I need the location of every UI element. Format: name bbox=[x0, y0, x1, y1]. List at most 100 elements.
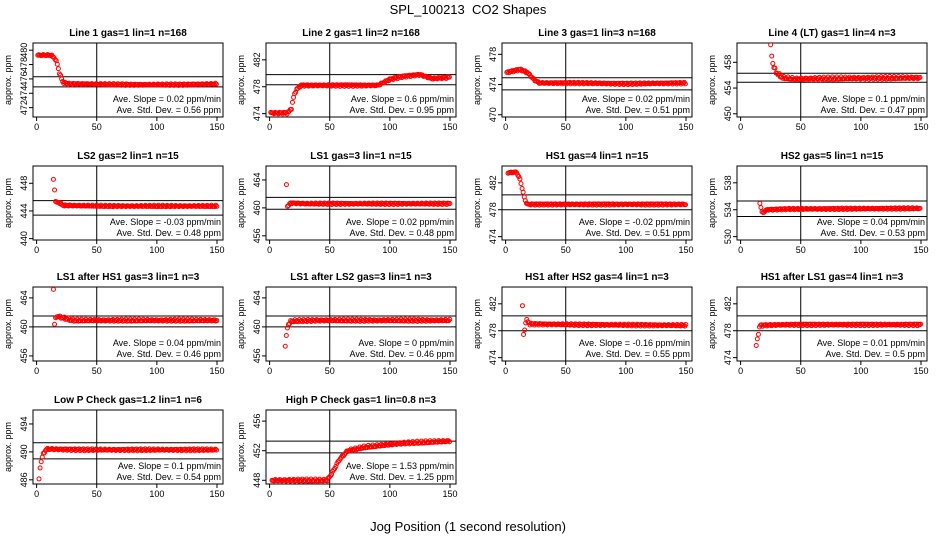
y-tick-label: 476 bbox=[19, 71, 29, 86]
std-dev-annotation: Ave. Std. Dev. = 0.51 ppm bbox=[586, 228, 690, 238]
data-point bbox=[447, 439, 453, 445]
data-point bbox=[52, 321, 58, 327]
slope-annotation: Ave. Slope = 1.53 ppm/min bbox=[346, 461, 454, 471]
slope-annotation: Ave. Slope = 0.6 ppm/min bbox=[351, 94, 454, 104]
subplot-title: Line 1 gas=1 lin=1 n=168 bbox=[69, 28, 187, 39]
data-point bbox=[505, 69, 511, 75]
x-tick-label: 0 bbox=[267, 366, 272, 376]
std-dev-annotation: Ave. Std. Dev. = 0.55 ppm bbox=[586, 349, 690, 359]
y-axis-label: approx. ppm bbox=[236, 178, 246, 228]
plot-frame bbox=[736, 165, 928, 241]
x-tick-label: 150 bbox=[442, 245, 457, 255]
data-series bbox=[753, 321, 924, 349]
data-point bbox=[757, 200, 763, 206]
x-tick-label: 50 bbox=[325, 245, 335, 255]
data-point bbox=[769, 53, 775, 59]
slope-annotation: Ave. Slope = 0 ppm/min bbox=[358, 338, 454, 348]
data-point bbox=[917, 205, 923, 211]
slope-annotation: Ave. Slope = -0.02 ppm/min bbox=[579, 217, 690, 227]
data-point bbox=[59, 76, 65, 82]
x-tick-label: 150 bbox=[442, 489, 457, 499]
y-axis-label: approx. ppm bbox=[707, 299, 717, 349]
data-point bbox=[447, 316, 453, 322]
data-point bbox=[768, 43, 774, 48]
slope-annotation: Ave. Slope = 0.04 ppm/min bbox=[817, 217, 925, 227]
data-series bbox=[505, 169, 689, 208]
y-tick-label: 464 bbox=[19, 290, 29, 305]
data-point bbox=[521, 331, 527, 337]
subplot: LS2 gas=2 lin=1 n=15 0 50 100 150 440 444 448 ap… bbox=[3, 151, 225, 255]
y-tick-label: 456 bbox=[252, 348, 262, 363]
x-tick-label: 100 bbox=[149, 489, 164, 499]
y-tick-label: 530 bbox=[723, 229, 733, 244]
x-tick-label: 100 bbox=[382, 489, 397, 499]
subplot: High P Check gas=1 lin=0.8 n=3 0 50 100 150 4… bbox=[236, 395, 458, 499]
data-point bbox=[772, 65, 778, 71]
data-series bbox=[282, 316, 453, 349]
plot-frame bbox=[265, 165, 457, 241]
y-tick-label: 478 bbox=[488, 323, 498, 338]
data-point bbox=[683, 202, 689, 208]
y-tick-label: 456 bbox=[252, 228, 262, 243]
x-tick-label: 0 bbox=[503, 122, 508, 132]
y-tick-label: 482 bbox=[488, 175, 498, 190]
x-tick-label: 50 bbox=[796, 122, 806, 132]
data-point bbox=[214, 318, 220, 324]
subplot-title: Low P Check gas=1.2 lin=1 n=6 bbox=[54, 395, 202, 406]
x-tick-label: 150 bbox=[209, 489, 224, 499]
page-x-axis-label: Jog Position (1 second resolution) bbox=[370, 519, 566, 534]
data-point bbox=[293, 89, 299, 95]
x-tick-label: 0 bbox=[34, 366, 39, 376]
std-dev-annotation: Ave. Std. Dev. = 0.46 ppm bbox=[117, 349, 221, 359]
slope-annotation: Ave. Slope = -0.16 ppm/min bbox=[579, 338, 690, 348]
x-tick-label: 50 bbox=[325, 489, 335, 499]
data-point bbox=[213, 202, 219, 208]
x-tick-label: 50 bbox=[325, 366, 335, 376]
y-tick-label: 472 bbox=[19, 100, 29, 115]
std-dev-annotation: Ave. Std. Dev. = 0.51 ppm bbox=[586, 105, 690, 115]
x-tick-label: 100 bbox=[853, 245, 868, 255]
data-series bbox=[50, 176, 220, 210]
subplot: Low P Check gas=1.2 lin=1 n=6 0 50 100 150 48… bbox=[3, 395, 225, 499]
subplot-title: Line 3 gas=1 lin=3 n=168 bbox=[538, 28, 656, 39]
std-dev-annotation: Ave. Std. Dev. = 0.48 ppm bbox=[117, 228, 221, 238]
data-point bbox=[288, 106, 294, 112]
y-tick-label: 474 bbox=[19, 86, 29, 101]
data-point bbox=[518, 181, 524, 187]
y-tick-label: 478 bbox=[488, 47, 498, 62]
data-series bbox=[36, 445, 220, 482]
y-tick-label: 478 bbox=[488, 202, 498, 217]
x-tick-label: 0 bbox=[34, 489, 39, 499]
data-point bbox=[918, 321, 924, 327]
data-series bbox=[519, 303, 689, 337]
plot-frame bbox=[265, 42, 457, 118]
x-tick-label: 150 bbox=[913, 366, 928, 376]
x-tick-label: 100 bbox=[618, 245, 633, 255]
subplot-title: HS1 gas=4 lin=1 n=15 bbox=[546, 151, 649, 162]
data-point bbox=[61, 80, 67, 86]
y-tick-label: 460 bbox=[19, 319, 29, 334]
data-point bbox=[329, 471, 335, 477]
data-point bbox=[50, 287, 56, 292]
data-point bbox=[283, 182, 289, 188]
x-tick-label: 100 bbox=[382, 245, 397, 255]
x-tick-label: 50 bbox=[796, 366, 806, 376]
subplot: LS1 after LS2 gas=3 lin=1 n=3 0 50 100 150 45… bbox=[236, 272, 458, 376]
x-tick-label: 150 bbox=[913, 245, 928, 255]
x-tick-label: 150 bbox=[442, 122, 457, 132]
y-tick-label: 474 bbox=[488, 77, 498, 92]
y-axis-label: approx. ppm bbox=[236, 55, 246, 105]
subplot: HS1 after HS2 gas=4 lin=1 n=3 0 50 100 150 47… bbox=[472, 272, 694, 376]
data-point bbox=[754, 336, 760, 342]
y-tick-label: 456 bbox=[19, 348, 29, 363]
data-point bbox=[393, 75, 399, 81]
y-tick-label: 450 bbox=[723, 106, 733, 121]
std-dev-annotation: Ave. Std. Dev. = 0.46 ppm bbox=[350, 349, 454, 359]
x-tick-label: 100 bbox=[149, 122, 164, 132]
subplot: HS2 gas=5 lin=1 n=15 0 50 100 150 530 534 538 ap… bbox=[707, 151, 929, 255]
y-axis-label: approx. ppm bbox=[472, 55, 482, 105]
slope-annotation: Ave. Slope = 0.1 ppm/min bbox=[118, 461, 221, 471]
